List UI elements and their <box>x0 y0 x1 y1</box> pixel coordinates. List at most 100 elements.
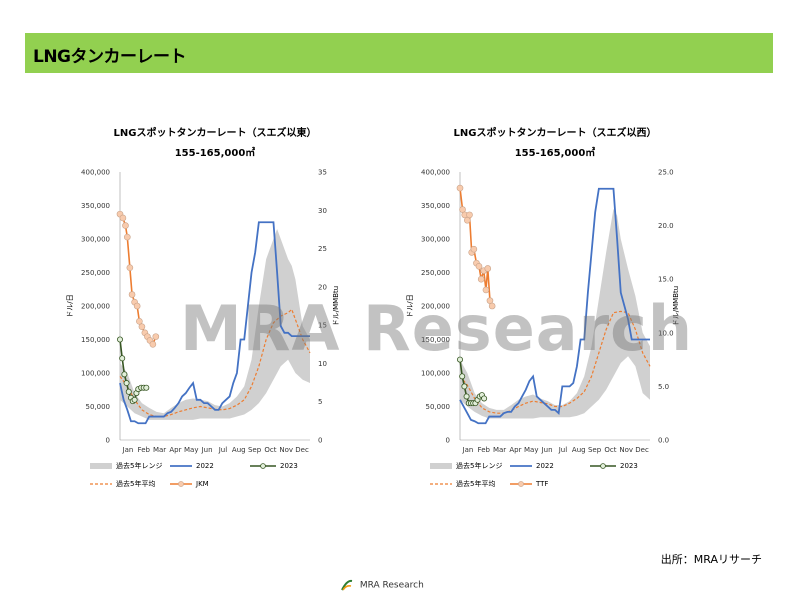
legend-2022-label: 2022 <box>536 462 554 470</box>
y2-tick-label: 25.0 <box>658 169 674 177</box>
price-point <box>484 265 492 272</box>
y-tick-label: 150,000 <box>81 336 110 344</box>
y2-tick-label: 35 <box>318 169 327 177</box>
x-tick-label: Nov <box>279 446 293 454</box>
x-tick-label: Nov <box>619 446 633 454</box>
page-title: LNGタンカーレート <box>33 47 187 67</box>
y-tick-label: 350,000 <box>81 202 110 210</box>
series-2023-point <box>125 388 132 395</box>
legend-avg-label: 過去5年平均 <box>116 479 155 488</box>
chart-title: LNGスポットタンカーレート（スエズ以西） <box>454 126 657 139</box>
price-point <box>477 275 485 283</box>
y2-tick-label: 30 <box>318 207 327 215</box>
y-axis-label: ドル/日 <box>66 294 74 317</box>
y-tick-label: 50,000 <box>426 403 451 411</box>
x-tick-label: Sep <box>588 446 602 454</box>
y2-tick-label: 15 <box>318 322 327 330</box>
y2-tick-label: 5.0 <box>658 383 669 391</box>
x-tick-label: Feb <box>138 446 151 454</box>
y2-axis-label: ドル/MMBtu <box>672 286 680 326</box>
y2-tick-label: 20 <box>318 283 327 291</box>
chart-subtitle: 155-165,000㎥ <box>515 146 596 159</box>
y-tick-label: 200,000 <box>421 303 450 311</box>
series-2023-point <box>131 396 138 403</box>
legend-range-swatch <box>90 463 112 469</box>
series-2023-point <box>119 355 126 362</box>
series-2023-point <box>143 384 150 391</box>
series-2023-point <box>121 371 128 378</box>
legend-2022-label: 2022 <box>196 462 214 470</box>
x-tick-label: Apr <box>169 446 181 454</box>
x-tick-label: Jul <box>218 446 228 454</box>
price-line <box>119 213 157 346</box>
y2-axis-label: ドル/MMBtu <box>332 286 340 326</box>
price-point <box>488 302 496 310</box>
legend-2023-marker <box>600 463 606 469</box>
price-point <box>456 184 464 192</box>
y2-tick-label: 0.0 <box>658 437 669 445</box>
y-tick-label: 350,000 <box>421 202 450 210</box>
series-2023-point <box>459 373 466 380</box>
legend-price-label: JKM <box>195 480 209 488</box>
watermark-text: MRA Research <box>180 292 694 365</box>
x-tick-label: Jan <box>462 446 474 454</box>
price-point <box>475 263 483 270</box>
price-point <box>126 264 134 272</box>
y2-tick-label: 20.0 <box>658 222 674 230</box>
y-axis-label: ドル/日 <box>406 294 414 317</box>
series-2023-point <box>481 395 488 402</box>
price-point <box>128 291 136 298</box>
x-tick-label: Sep <box>248 446 262 454</box>
y-tick-label: 250,000 <box>81 269 110 277</box>
series-2023-point <box>463 393 470 400</box>
price-point <box>149 340 157 348</box>
x-tick-label: Dec <box>635 446 649 454</box>
price-point <box>133 302 141 310</box>
x-tick-label: Aug <box>232 446 246 454</box>
price-point <box>482 286 490 294</box>
x-tick-label: Apr <box>509 446 521 454</box>
legend-range-swatch <box>430 463 452 469</box>
legend-range-label: 過去5年レンジ <box>116 461 162 470</box>
y2-tick-label: 10 <box>318 360 327 368</box>
y-tick-label: 250,000 <box>421 269 450 277</box>
series-2023-point <box>117 336 124 343</box>
y-tick-label: 0 <box>106 437 110 445</box>
y-tick-label: 200,000 <box>81 303 110 311</box>
x-tick-label: Oct <box>604 446 616 454</box>
x-tick-label: Mar <box>153 446 166 454</box>
x-tick-label: Jun <box>541 446 553 454</box>
legend-2023-label: 2023 <box>620 462 638 470</box>
x-tick-label: May <box>524 446 538 454</box>
x-tick-label: Oct <box>264 446 276 454</box>
series-2023-point <box>123 380 130 387</box>
legend-price-label: TTF <box>535 480 548 488</box>
y2-tick-label: 5 <box>318 398 322 406</box>
legend-range-label: 過去5年レンジ <box>456 461 502 470</box>
price-point <box>470 245 478 253</box>
footer-logo-text: MRA Research <box>359 580 424 591</box>
x-tick-label: Dec <box>295 446 309 454</box>
legend-2023-marker <box>260 463 266 469</box>
x-tick-label: Mar <box>493 446 506 454</box>
y-tick-label: 400,000 <box>81 169 110 177</box>
x-tick-label: Feb <box>478 446 491 454</box>
price-point <box>466 211 473 219</box>
y-tick-label: 300,000 <box>81 236 110 244</box>
chart-west: LNGスポットタンカーレート（スエズ以西） 155-165,000㎥ 0 50,000… <box>406 126 680 488</box>
y-tick-label: 150,000 <box>421 336 450 344</box>
series-2023-point <box>457 356 464 363</box>
mra-logo-icon <box>341 579 353 591</box>
legend-price-marker <box>518 481 524 487</box>
chart-title: LNGスポットタンカーレート（スエズ以東） <box>114 126 317 139</box>
price-point <box>136 318 143 325</box>
y-tick-label: 100,000 <box>421 370 450 378</box>
price-point <box>119 214 127 222</box>
y-tick-label: 0 <box>446 437 450 445</box>
y-tick-label: 50,000 <box>86 403 111 411</box>
legend-2023-label: 2023 <box>280 462 298 470</box>
x-tick-label: Jan <box>122 446 134 454</box>
y-tick-label: 400,000 <box>421 169 450 177</box>
chart-east: LNGスポットタンカーレート（スエズ以東） 155-165,000㎥ 0 50,000… <box>66 126 340 488</box>
avg-line <box>459 310 651 414</box>
